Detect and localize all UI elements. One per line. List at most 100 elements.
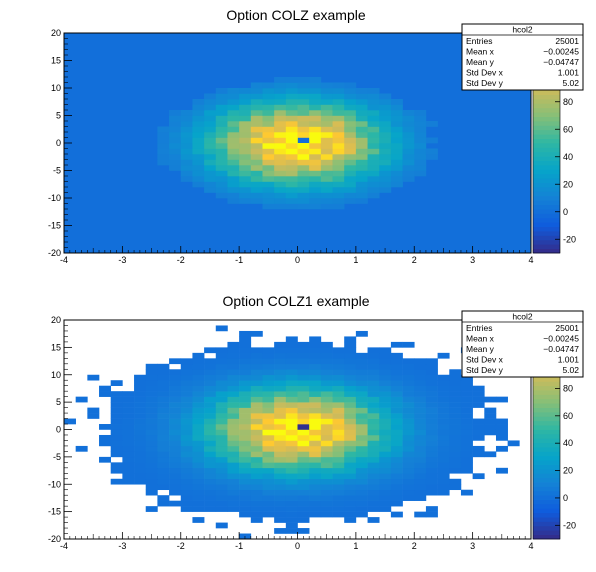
heatmap-cell	[390, 391, 403, 397]
heatmap-cell	[227, 462, 240, 469]
heatmap-cell	[297, 424, 310, 430]
heatmap-cell	[250, 445, 263, 452]
heatmap-cell	[309, 445, 322, 452]
heatmap-cell	[449, 402, 462, 408]
heatmap-cell	[122, 418, 135, 425]
heatmap-cell	[355, 495, 368, 501]
heatmap-cell	[367, 467, 380, 474]
heatmap-cell	[285, 473, 298, 480]
heatmap-cell	[332, 396, 345, 403]
heatmap-cell	[297, 429, 310, 436]
heatmap-cell	[110, 434, 123, 441]
heatmap-cell	[402, 484, 415, 491]
color-bar-segment	[533, 512, 560, 518]
heatmap-cell	[449, 429, 462, 436]
heatmap-cell	[355, 143, 368, 149]
color-bar-segment	[533, 464, 560, 470]
heatmap-cell	[367, 451, 380, 458]
x-tick-label: -1	[235, 255, 243, 265]
heatmap-cell	[320, 440, 333, 447]
heatmap-cell	[192, 380, 205, 386]
heatmap-cell	[285, 429, 298, 436]
heatmap-cell	[414, 391, 427, 397]
heatmap-cell	[180, 132, 193, 138]
heatmap-cell	[285, 159, 298, 166]
heatmap-cell	[215, 440, 228, 447]
heatmap-cell	[274, 126, 287, 133]
heatmap-cell	[309, 506, 322, 512]
heatmap-cell	[262, 424, 275, 430]
heatmap-cell	[344, 374, 357, 381]
heatmap-cell	[169, 380, 182, 386]
heatmap-cell	[262, 434, 275, 441]
heatmap-cell	[262, 154, 275, 160]
heatmap-cell	[320, 374, 333, 381]
heatmap-cell	[134, 380, 147, 386]
heatmap-cell	[414, 413, 427, 419]
heatmap-cell	[355, 374, 368, 381]
heatmap-cell	[414, 170, 427, 177]
heatmap-cell	[320, 500, 333, 507]
heatmap-cell	[239, 176, 252, 182]
heatmap-cell	[414, 385, 427, 392]
heatmap-cell	[449, 484, 462, 491]
heatmap-cell	[344, 143, 357, 149]
heatmap-cell	[297, 203, 310, 210]
heatmap-cell	[227, 413, 240, 419]
heatmap-cell	[239, 429, 252, 436]
heatmap-cell	[239, 363, 252, 370]
heatmap-cell	[402, 380, 415, 386]
heatmap-cell	[215, 99, 228, 105]
heatmap-cell	[285, 77, 298, 83]
heatmap-cell	[285, 110, 298, 116]
color-bar-segment	[533, 534, 560, 540]
heatmap-cell	[379, 413, 392, 419]
heatmap-cell	[239, 424, 252, 430]
heatmap-cell	[379, 500, 392, 507]
heatmap-cell	[425, 358, 438, 365]
heatmap-cell	[262, 489, 275, 496]
heatmap-cell	[402, 176, 415, 182]
heatmap-cell	[320, 99, 333, 105]
heatmap-cell	[425, 489, 438, 496]
heatmap-cell	[285, 391, 298, 397]
heatmap-cell	[390, 440, 403, 447]
heatmap-cell	[472, 402, 485, 408]
stats-entries-label: Entries	[466, 323, 492, 333]
heatmap-cell	[274, 192, 287, 199]
heatmap-cell	[169, 132, 182, 138]
heatmap-cell	[425, 456, 438, 463]
heatmap-cell	[344, 170, 357, 177]
heatmap-cell	[262, 159, 275, 166]
color-bar-segment	[533, 112, 560, 117]
heatmap-cell	[204, 165, 217, 171]
stats-stddev-y-value: 5.02	[562, 78, 579, 88]
heatmap-cell	[250, 126, 263, 133]
heatmap-cell	[274, 198, 287, 204]
heatmap-cell	[460, 489, 473, 496]
heatmap-cell	[309, 192, 322, 199]
heatmap-cell	[250, 429, 263, 436]
heatmap-cell	[169, 374, 182, 381]
heatmap-cell	[355, 330, 368, 337]
heatmap-cell	[297, 495, 310, 501]
heatmap-cell	[367, 495, 380, 501]
z-tick-label: 0	[563, 207, 568, 217]
heatmap-cell	[414, 115, 427, 122]
heatmap-cell	[367, 369, 380, 376]
color-bar-segment	[533, 147, 560, 153]
heatmap-cell	[204, 154, 217, 160]
color-bar-segment	[533, 442, 560, 448]
heatmap-cell	[379, 407, 392, 414]
heatmap-cell	[332, 358, 345, 365]
heatmap-cell	[425, 462, 438, 469]
heatmap-cell	[402, 402, 415, 408]
heatmap-cell	[262, 402, 275, 408]
heatmap-cell	[87, 374, 100, 381]
heatmap-cell	[355, 456, 368, 463]
heatmap-cell	[390, 511, 403, 518]
heatmap-cell	[355, 424, 368, 430]
heatmap-cell	[309, 93, 322, 100]
heatmap-cell	[390, 132, 403, 138]
heatmap-cell	[180, 170, 193, 177]
